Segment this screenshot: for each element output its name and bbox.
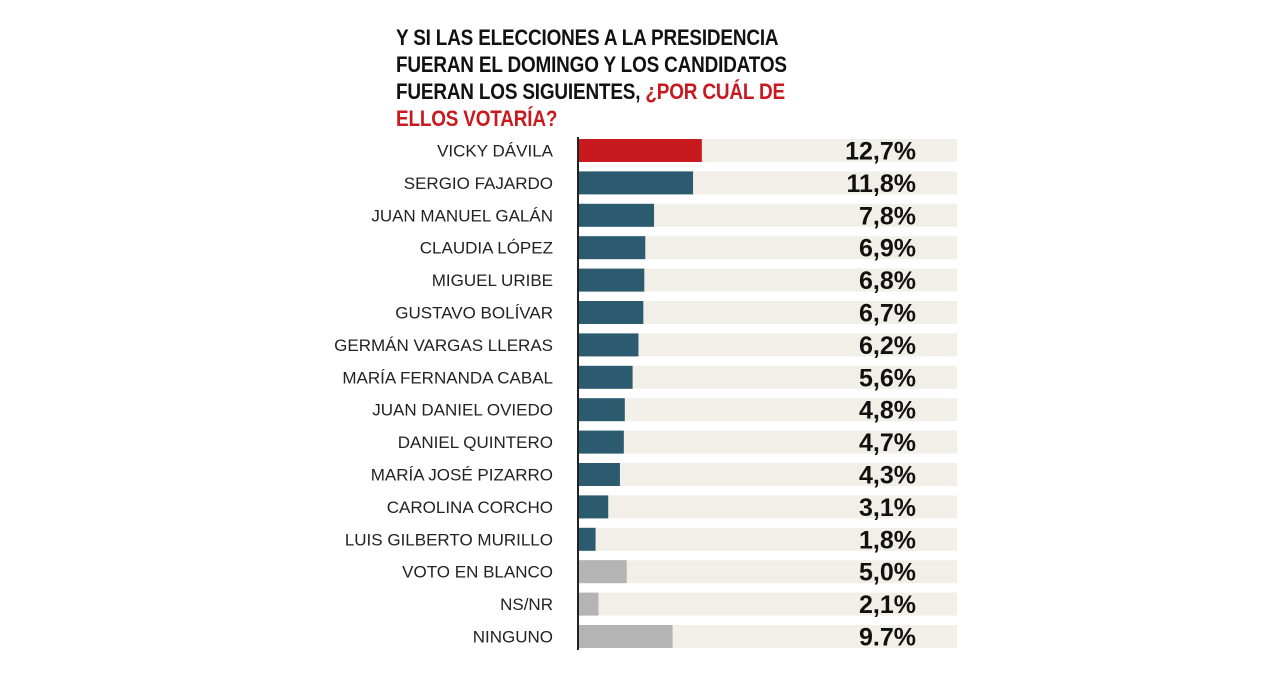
bar: [578, 495, 609, 519]
bar-track: [578, 301, 957, 324]
bar-track: [578, 398, 957, 422]
bar: [578, 301, 644, 324]
bar: [578, 268, 645, 292]
bar-track: [578, 463, 957, 486]
category-label: NINGUNO: [473, 628, 553, 647]
category-label: VICKY DÁVILA: [437, 142, 554, 161]
bar: [578, 365, 633, 389]
value-label: 6,2%: [859, 332, 916, 360]
value-label: 4,7%: [859, 429, 916, 457]
category-label: JUAN MANUEL GALÁN: [371, 206, 553, 225]
bar: [578, 592, 599, 616]
category-label: MARÍA JOSÉ PIZARRO: [371, 466, 553, 485]
value-label: 12,7%: [845, 138, 916, 166]
category-label: LUIS GILBERTO MURILLO: [345, 530, 553, 549]
value-label: 5,6%: [859, 364, 916, 392]
category-label: NS/NR: [500, 595, 553, 614]
value-label: 6,7%: [859, 300, 916, 328]
bar: [578, 560, 627, 584]
bar: [578, 139, 702, 162]
category-label: MARÍA FERNANDA CABAL: [342, 368, 553, 387]
value-label: 9.7%: [859, 624, 916, 652]
chart-title: Y SI LAS ELECCIONES A LA PRESIDENCIA FUE…: [396, 24, 843, 132]
value-label: 2,1%: [859, 591, 916, 619]
bar: [578, 236, 646, 260]
bar: [578, 430, 624, 454]
category-label: JUAN DANIEL OVIEDO: [372, 401, 553, 420]
category-label: GUSTAVO BOLÍVAR: [395, 304, 553, 323]
value-label: 4,8%: [859, 397, 916, 425]
category-label: DANIEL QUINTERO: [398, 433, 553, 452]
value-label: 3,1%: [859, 494, 916, 522]
bar-track: [578, 365, 957, 389]
value-label: 7,8%: [859, 202, 916, 230]
bar: [578, 625, 673, 648]
category-label: MIGUEL URIBE: [432, 271, 553, 290]
value-label: 6,9%: [859, 235, 916, 263]
bar: [578, 398, 625, 422]
bar-track: [578, 268, 957, 292]
bar: [578, 203, 655, 227]
bar-track: [578, 625, 957, 648]
category-label: GERMÁN VARGAS LLERAS: [334, 336, 553, 355]
bar-track: [578, 495, 957, 519]
value-label: 5,0%: [859, 559, 916, 587]
value-label: 11,8%: [846, 170, 916, 198]
bar: [578, 463, 620, 486]
bar: [578, 333, 639, 357]
bar-track: [578, 203, 957, 227]
bar: [578, 527, 596, 551]
bar-track: [578, 333, 957, 357]
value-label: 4,3%: [859, 462, 916, 490]
value-label: 6,8%: [859, 267, 916, 295]
bar-track: [578, 592, 957, 616]
bar-track: [578, 430, 957, 454]
title-main: Y SI LAS ELECCIONES A LA PRESIDENCIA FUE…: [396, 25, 787, 104]
bar-track: [578, 236, 957, 260]
category-label: VOTO EN BLANCO: [402, 563, 553, 582]
bar-track: [578, 527, 957, 551]
bar-track: [578, 560, 957, 584]
title-highlight: ¿POR CUÁL DE ELLOS VOTARÍA?: [396, 79, 785, 131]
category-label: CLAUDIA LÓPEZ: [420, 239, 553, 258]
category-label: SERGIO FAJARDO: [404, 174, 553, 193]
category-label: CAROLINA CORCHO: [387, 498, 553, 517]
value-label: 1,8%: [859, 526, 916, 554]
bar: [578, 171, 694, 195]
